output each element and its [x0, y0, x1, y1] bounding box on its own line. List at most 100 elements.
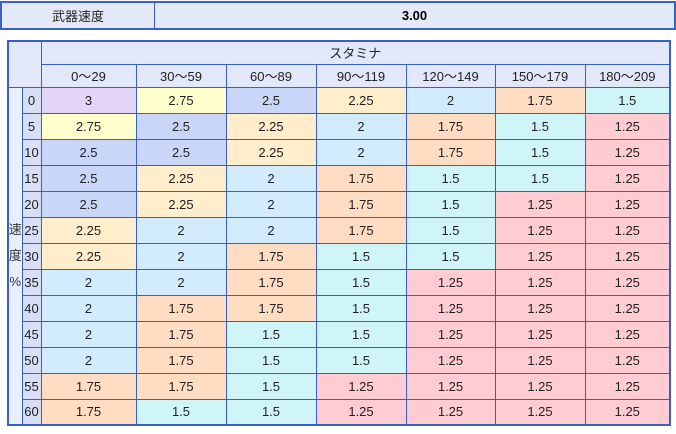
value-cell: 2.5 [225, 86, 317, 114]
value-cell: 1.25 [584, 216, 671, 244]
value-cell: 2.25 [40, 242, 137, 270]
value-cell: 2.5 [135, 112, 227, 140]
value-cell: 2 [315, 112, 407, 140]
value-cell: 2.25 [225, 112, 317, 140]
value-cell: 3 [40, 86, 137, 114]
value-cell: 2 [40, 294, 137, 322]
value-cell: 1.25 [584, 164, 671, 192]
value-cell: 1.25 [494, 346, 586, 374]
table-row: 50 2 1.75 1.5 1.5 1.25 1.25 1.25 [8, 346, 671, 374]
table-row: 15 2.5 2.25 2 1.75 1.5 1.5 1.25 [8, 164, 671, 192]
value-cell: 2 [135, 242, 227, 270]
value-cell: 1.5 [405, 242, 496, 270]
value-cell: 1.25 [315, 372, 407, 400]
row-header: 25 [21, 216, 42, 244]
column-header: 60〜89 [225, 63, 317, 88]
row-header: 30 [21, 242, 42, 270]
value-cell: 1.75 [315, 190, 407, 218]
value-cell: 1.25 [405, 372, 496, 400]
value-cell: 2 [135, 268, 227, 296]
value-cell: 1.75 [135, 372, 227, 400]
axis-label-char: % [9, 274, 22, 290]
value-cell: 2 [40, 346, 137, 374]
value-cell: 1.5 [225, 372, 317, 400]
value-cell: 1.25 [584, 294, 671, 322]
table-row: 40 2 1.75 1.75 1.5 1.25 1.25 1.25 [8, 294, 671, 322]
row-header: 60 [21, 398, 42, 426]
value-cell: 1.75 [225, 242, 317, 270]
value-cell: 1.25 [584, 190, 671, 218]
value-cell: 2 [225, 216, 317, 244]
value-cell: 1.5 [494, 164, 586, 192]
column-header: 120〜149 [405, 63, 496, 88]
value-cell: 1.25 [315, 398, 407, 426]
value-cell: 1.25 [584, 398, 671, 426]
value-cell: 2.75 [40, 112, 137, 140]
table-row: 10 2.5 2.5 2.25 2 1.75 1.5 1.25 [8, 138, 671, 166]
value-cell: 1.25 [584, 320, 671, 348]
value-cell: 1.25 [494, 398, 586, 426]
value-cell: 1.5 [494, 138, 586, 166]
value-cell: 1.5 [315, 294, 407, 322]
value-cell: 1.5 [584, 86, 671, 114]
value-cell: 2 [40, 268, 137, 296]
value-cell: 2.25 [225, 138, 317, 166]
axis-label-char: 度 [8, 248, 22, 264]
row-header: 50 [21, 346, 42, 374]
value-cell: 1.25 [494, 190, 586, 218]
table-row: 55 1.75 1.75 1.5 1.25 1.25 1.25 1.25 [8, 372, 671, 400]
table-row: 20 2.5 2.25 2 1.75 1.5 1.25 1.25 [8, 190, 671, 218]
value-cell: 1.75 [135, 320, 227, 348]
table-row: 45 2 1.75 1.5 1.5 1.25 1.25 1.25 [8, 320, 671, 348]
value-cell: 1.75 [225, 294, 317, 322]
row-header: 10 [21, 138, 42, 166]
value-cell: 1.25 [405, 346, 496, 374]
weapon-speed-bar: 武器速度 3.00 [0, 1, 676, 30]
value-cell: 1.5 [494, 112, 586, 140]
row-header: 0 [21, 86, 42, 114]
value-cell: 1.5 [405, 164, 496, 192]
weapon-speed-label: 武器速度 [2, 3, 155, 28]
column-header: 180〜209 [584, 63, 671, 88]
value-cell: 1.75 [40, 372, 137, 400]
value-cell: 1.25 [584, 346, 671, 374]
value-cell: 2.5 [40, 164, 137, 192]
group-header-row: スタミナ [7, 40, 671, 88]
table-row: 5 2.75 2.5 2.25 2 1.75 1.5 1.25 [8, 112, 671, 140]
value-cell: 2.75 [135, 86, 227, 114]
table-row: 35 2 2 1.75 1.5 1.25 1.25 1.25 [8, 268, 671, 296]
column-header: 30〜59 [135, 63, 227, 88]
value-cell: 2 [40, 320, 137, 348]
value-cell: 2.5 [40, 138, 137, 166]
value-cell: 1.25 [494, 372, 586, 400]
stamina-group-header: スタミナ [40, 40, 671, 65]
value-cell: 1.75 [135, 294, 227, 322]
corner-cell [7, 40, 42, 88]
value-cell: 1.25 [584, 242, 671, 270]
value-cell: 1.25 [405, 268, 496, 296]
column-header: 90〜119 [315, 63, 407, 88]
table-row: 30 2.25 2 1.75 1.5 1.5 1.25 1.25 [8, 242, 671, 270]
value-cell: 1.5 [225, 398, 317, 426]
value-cell: 1.25 [584, 268, 671, 296]
value-cell: 2 [225, 190, 317, 218]
value-cell: 2 [315, 138, 407, 166]
value-cell: 1.25 [494, 320, 586, 348]
value-cell: 1.75 [40, 398, 137, 426]
weapon-speed-value: 3.00 [401, 8, 428, 23]
value-cell: 2.5 [40, 190, 137, 218]
row-header: 40 [21, 294, 42, 322]
value-cell: 2.5 [135, 138, 227, 166]
value-cell: 1.75 [135, 346, 227, 374]
column-header-row: 0〜29 30〜59 60〜89 90〜119 120〜149 150〜179 180〜20… [8, 63, 671, 88]
value-cell: 1.25 [584, 138, 671, 166]
value-cell: 1.25 [494, 216, 586, 244]
axis-label-char: 速 [8, 222, 22, 238]
value-cell: 1.25 [584, 372, 671, 400]
table-row: 25 2.25 2 2 1.75 1.5 1.25 1.25 [8, 216, 671, 244]
row-header: 15 [21, 164, 42, 192]
table-row: 速度% 0 3 2.75 2.5 2.25 2 1.75 1.5 [7, 86, 671, 426]
value-cell: 1.25 [405, 320, 496, 348]
value-cell: 2 [225, 164, 317, 192]
value-cell: 1.75 [225, 268, 317, 296]
